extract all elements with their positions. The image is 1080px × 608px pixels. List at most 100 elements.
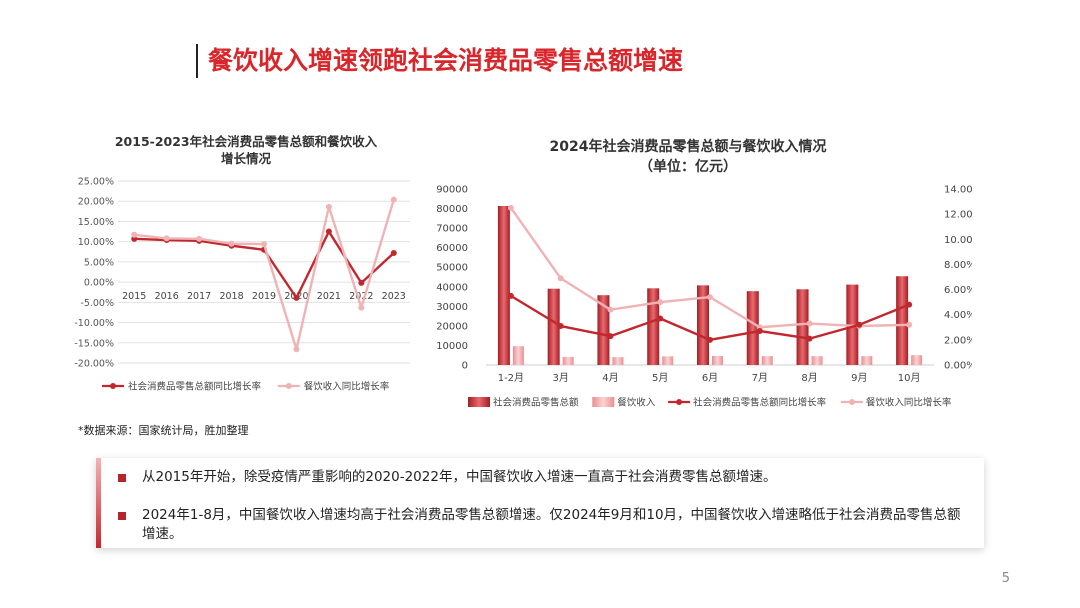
data-point (358, 304, 365, 311)
data-point (607, 333, 614, 340)
bar-retail-total (647, 288, 660, 365)
data-point (557, 275, 564, 282)
y-left-tick-label: 40000 (436, 282, 468, 293)
y-left-tick-label: 90000 (436, 185, 468, 196)
data-point (390, 249, 397, 256)
data-point (196, 235, 203, 242)
data-point (657, 315, 664, 322)
legend-label: 社会消费品零售总额同比增长率 (128, 381, 262, 393)
x-tick-label: 6月 (702, 372, 718, 384)
x-tick-label: 2022 (349, 291, 373, 302)
x-tick-label: 2017 (187, 291, 211, 302)
y-tick-label: 10.00% (78, 237, 114, 248)
y-tick-label: -15.00% (74, 338, 114, 349)
x-tick-label: 8月 (801, 372, 817, 384)
data-point (131, 231, 138, 238)
x-tick-label: 5月 (652, 372, 668, 384)
bar-catering-revenue (811, 356, 823, 365)
y-right-tick-label: 10.00% (944, 235, 972, 246)
data-point (325, 203, 332, 210)
chart-title-line: 2015-2023年社会消费品零售总额和餐饮收入 (115, 134, 378, 149)
combo-chart-2024: 2024年社会消费品零售总额与餐饮收入情况 （单位：亿元） 90000 80000 70… (436, 138, 972, 409)
y-left-tick-label: 30000 (436, 302, 468, 313)
legend-marker (676, 399, 683, 405)
y-left-tick-label: 0 (462, 361, 468, 372)
y-tick-label: 5.00% (84, 257, 114, 268)
legend-label: 餐饮收入 (617, 397, 656, 409)
bar-catering-revenue (612, 357, 624, 365)
legend-marker (285, 383, 292, 389)
bar-retail-total (746, 291, 759, 365)
data-point (856, 321, 863, 328)
x-tick-label: 2016 (155, 291, 179, 302)
chart-title-line: （单位：亿元） (639, 158, 737, 175)
data-point (707, 294, 713, 301)
x-tick-label: 7月 (752, 372, 768, 384)
bar-retail-total (547, 288, 560, 365)
y-left-tick-label: 60000 (436, 243, 468, 254)
summary-bullet-text: 2024年1-8月，中国餐饮收入增速均高于社会消费品零售总额增速。仅2024年9… (142, 507, 961, 542)
bar-catering-revenue (861, 356, 873, 365)
data-point (261, 241, 267, 248)
data-point (325, 228, 332, 235)
data-point (806, 320, 813, 327)
x-tick-label: 10月 (898, 372, 921, 384)
bar-retail-total (796, 289, 809, 365)
y-tick-label: -20.00% (74, 359, 114, 370)
summary-accent-bar (96, 458, 101, 548)
y-right-tick-label: 0.00% (944, 361, 972, 372)
legend-marker (848, 399, 855, 405)
y-tick-label: 20.00% (78, 197, 114, 208)
bar-retail-total (896, 276, 909, 365)
slide-title: 餐饮收入增速领跑社会消费品零售总额增速 (196, 44, 683, 78)
data-point (390, 196, 397, 203)
y-left-tick-label: 70000 (436, 224, 468, 235)
y-right-tick-label: 4.00% (944, 310, 972, 321)
summary-bullet-2: 2024年1-8月，中国餐饮收入增速均高于社会消费品零售总额增速。仅2024年9… (118, 506, 968, 544)
bar-retail-total (697, 285, 709, 365)
data-point (358, 279, 365, 286)
data-point (657, 299, 664, 306)
data-point (228, 240, 235, 247)
bullet-square-icon (118, 474, 126, 482)
y-tick-label: -10.00% (74, 318, 114, 329)
data-point (707, 336, 713, 343)
data-source-note: *数据来源：国家统计局，胜加整理 (78, 424, 249, 437)
y-right-tick-label: 12.00% (944, 210, 972, 221)
summary-box: 从2015年开始，除受疫情严重影响的2020-2022年，中国餐饮收入增速一直高… (96, 458, 984, 548)
data-point (756, 328, 763, 335)
legend-label: 餐饮收入同比增长率 (866, 397, 952, 409)
y-tick-label: 0.00% (84, 278, 114, 289)
y-right-tick-label: 14.00% (944, 185, 972, 196)
data-point (163, 235, 170, 242)
data-point (806, 335, 813, 342)
y-tick-label: 15.00% (78, 217, 114, 228)
data-point (906, 301, 913, 308)
x-tick-label: 2021 (317, 291, 341, 302)
bar-catering-revenue (712, 356, 723, 365)
data-point (293, 346, 300, 353)
legend-label: 社会消费品零售总额 (493, 397, 579, 409)
legend-label: 餐饮收入同比增长率 (304, 381, 390, 393)
bar-catering-revenue (662, 356, 674, 365)
x-tick-label: 1-2月 (498, 372, 524, 384)
y-tick-label: 25.00% (78, 177, 114, 188)
data-point (906, 321, 913, 328)
x-tick-label: 2015 (122, 291, 146, 302)
x-tick-label: 2019 (252, 291, 276, 302)
y-left-tick-label: 80000 (436, 204, 468, 215)
data-point (507, 292, 514, 299)
legend-label: 社会消费品零售总额同比增长率 (693, 397, 827, 409)
chart-title-line: 2024年社会消费品零售总额与餐饮收入情况 (550, 138, 827, 155)
y-right-tick-label: 6.00% (944, 285, 972, 296)
bar-retail-total (497, 205, 510, 365)
y-right-tick-label: 2.00% (944, 335, 972, 346)
y-left-tick-label: 50000 (436, 263, 468, 274)
x-tick-label: 2023 (382, 291, 406, 302)
x-tick-label: 9月 (851, 372, 867, 384)
bar-catering-revenue (562, 356, 574, 365)
legend-bar-swatch (468, 397, 490, 407)
data-point (607, 306, 614, 313)
x-tick-label: 4月 (602, 372, 618, 384)
